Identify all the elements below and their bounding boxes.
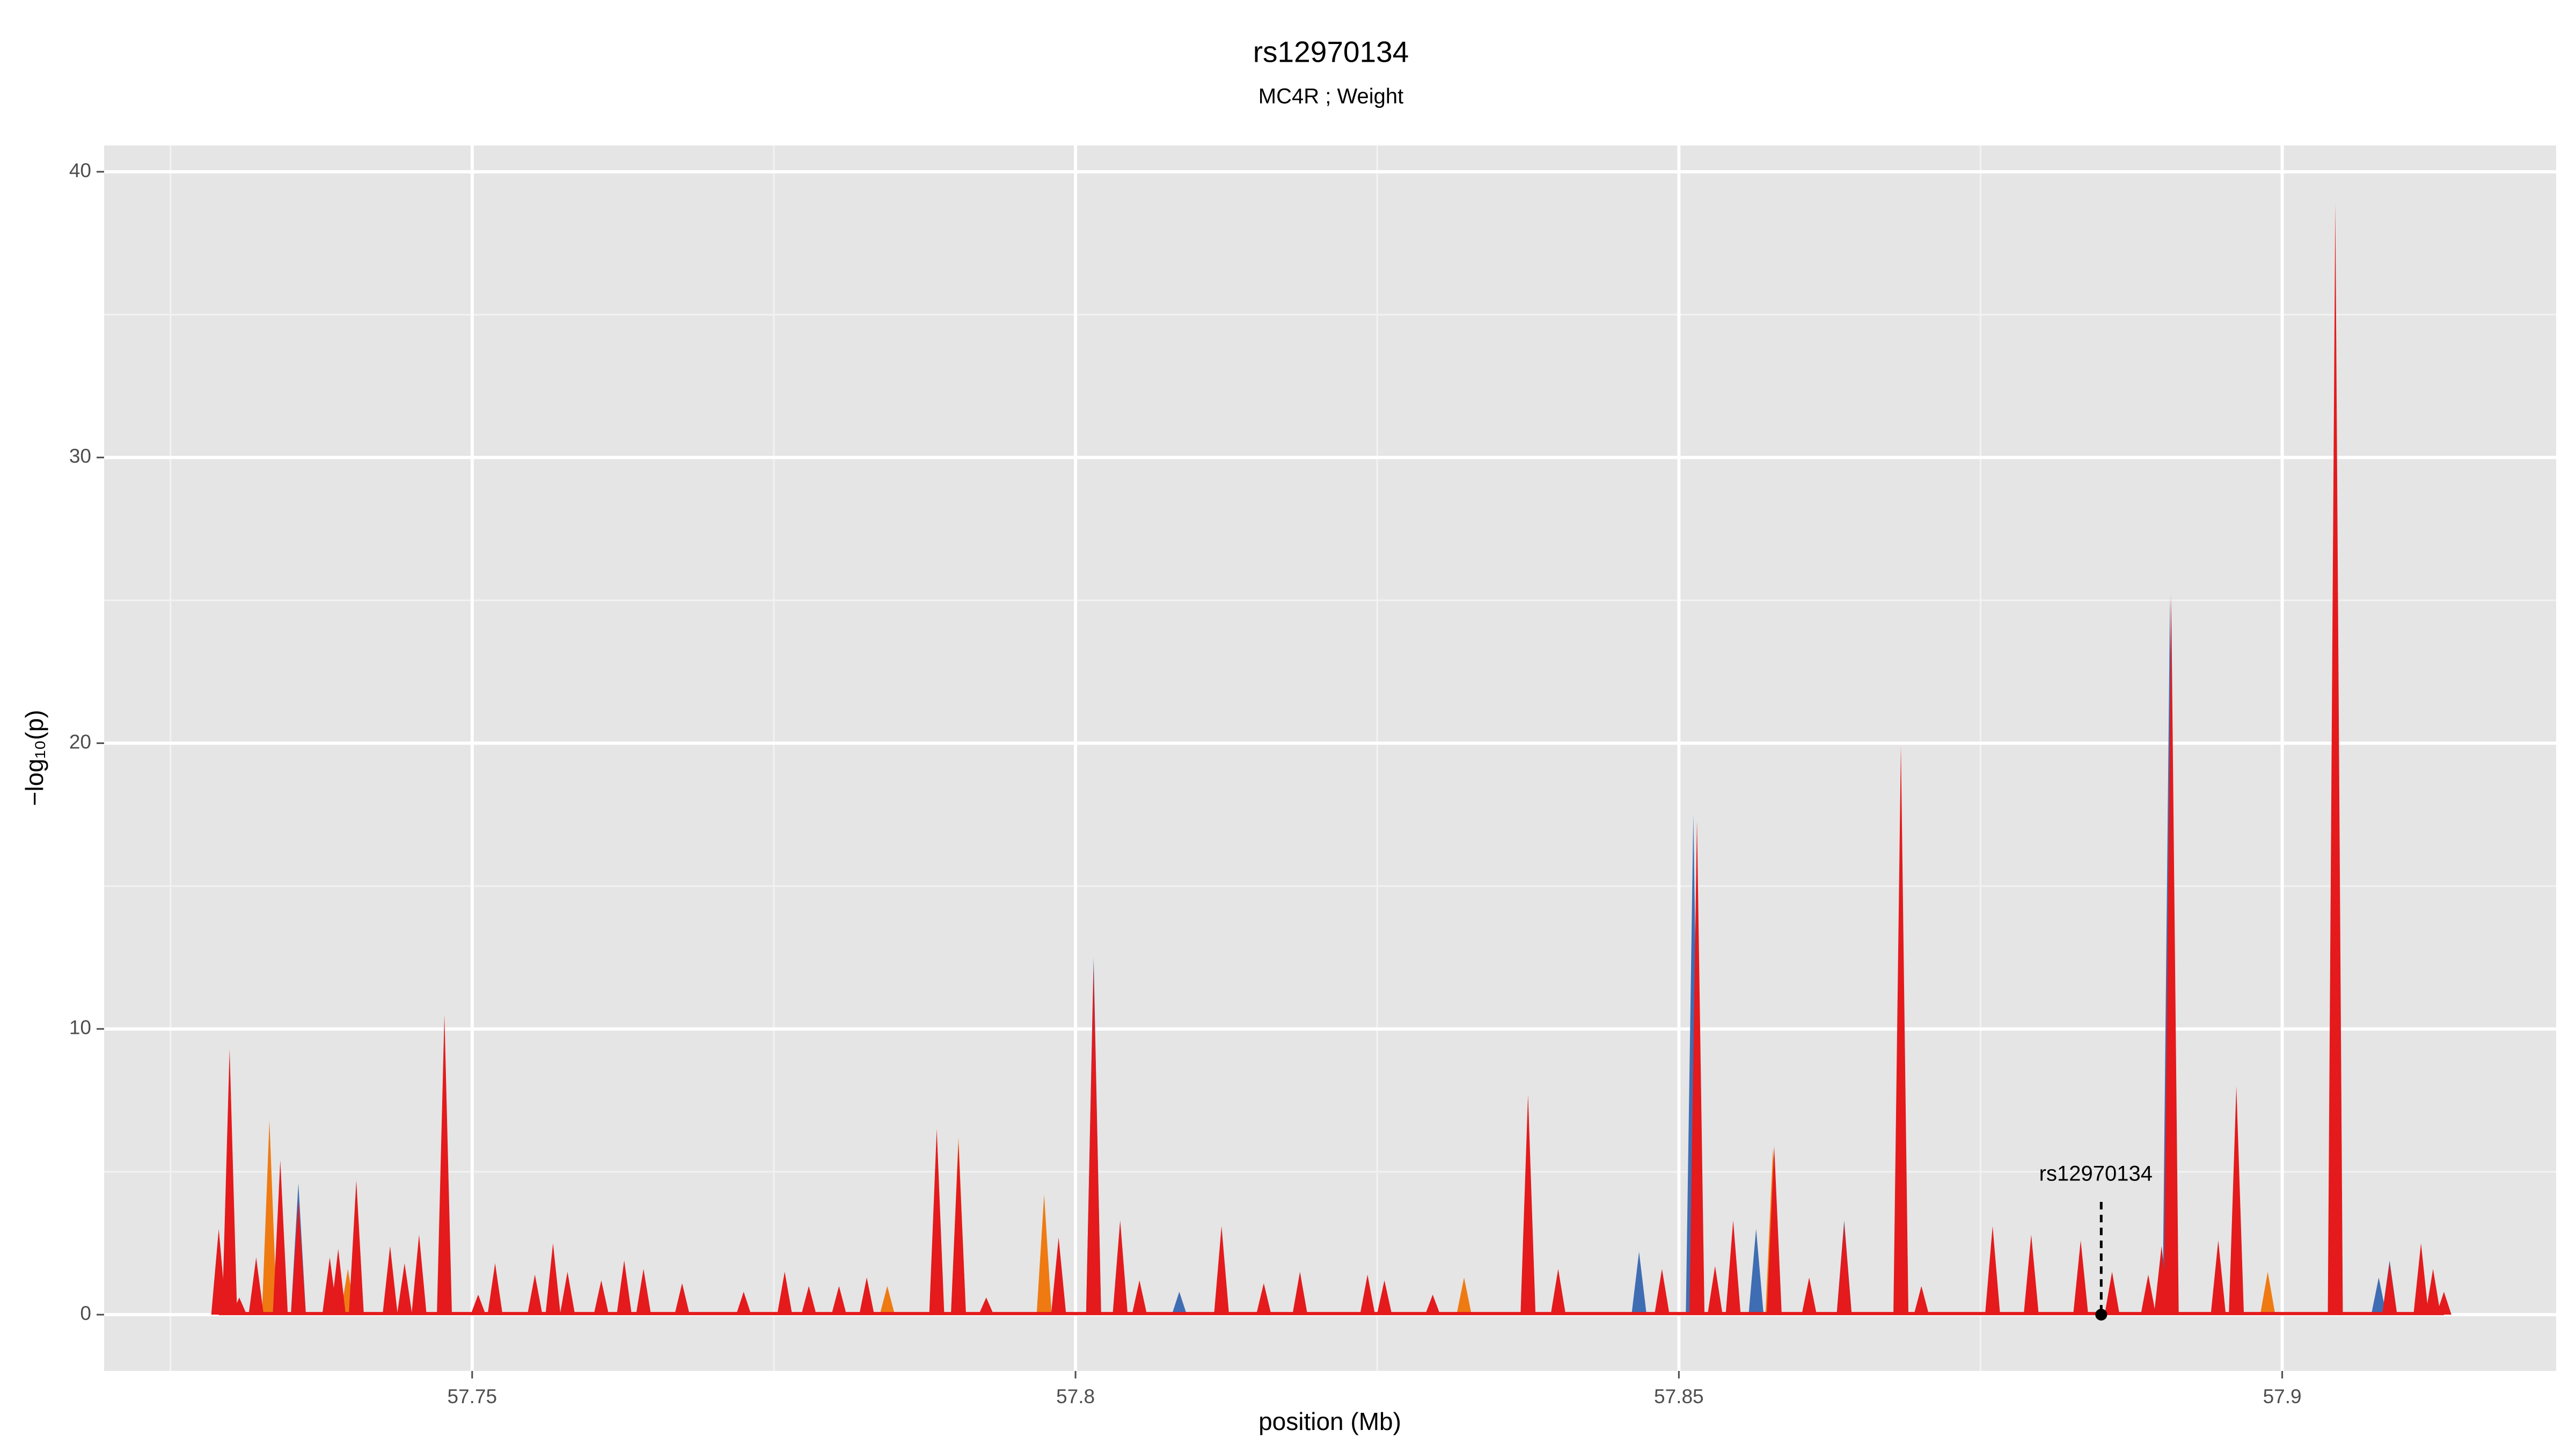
area-spike — [2436, 1292, 2451, 1315]
area-spike — [777, 1272, 793, 1315]
area-spike — [231, 1297, 247, 1315]
area-spike — [978, 1297, 994, 1315]
area-spike — [2382, 1263, 2397, 1315]
area-spike — [1377, 1280, 1392, 1315]
area-spike — [950, 1143, 966, 1315]
area-spike — [1707, 1266, 1723, 1315]
area-spike — [222, 1049, 237, 1315]
chart-subtitle: MC4R ; Weight — [1258, 85, 1403, 108]
area-spike — [859, 1277, 875, 1315]
area-spike — [2371, 1277, 2387, 1315]
area-spike — [831, 1286, 847, 1315]
area-spike — [211, 1229, 226, 1315]
area-spike — [2104, 1272, 2120, 1315]
area-spike — [1766, 1146, 1782, 1315]
x-tick-label: 57.75 — [448, 1385, 497, 1407]
area-spike — [1256, 1283, 1271, 1315]
area-spike — [1550, 1268, 1566, 1315]
area-spike — [617, 1260, 632, 1315]
area-spike — [248, 1257, 264, 1315]
area-spike — [1113, 1220, 1128, 1315]
area-spike — [397, 1263, 412, 1315]
area-spike — [1893, 746, 1909, 1315]
area-spike — [545, 1243, 561, 1315]
area-spike — [2073, 1240, 2089, 1315]
area-spike — [2260, 1272, 2275, 1315]
y-tick-label: 20 — [69, 731, 91, 753]
area-spike — [1132, 1280, 1147, 1315]
area-spike — [2140, 1274, 2156, 1315]
area-spike — [1360, 1274, 1375, 1315]
area-spike — [471, 1294, 486, 1315]
area-spike — [273, 1160, 288, 1315]
area-spike — [736, 1292, 751, 1315]
area-spike — [1985, 1226, 2000, 1315]
area-spike — [1051, 1237, 1066, 1315]
plot-panel — [104, 145, 2556, 1371]
area-spike — [262, 1120, 277, 1315]
area-spike — [527, 1274, 543, 1315]
area-spike — [636, 1268, 652, 1315]
area-spike — [560, 1272, 575, 1315]
area-spike — [1425, 1294, 1440, 1315]
area-spike — [594, 1280, 609, 1315]
y-tick-label: 30 — [69, 445, 91, 467]
area-spike — [1457, 1277, 1472, 1315]
x-tick-label: 57.9 — [2263, 1385, 2302, 1407]
area-spike — [1292, 1272, 1308, 1315]
area-baseline — [218, 1312, 2444, 1316]
area-spike — [1520, 1095, 1536, 1315]
x-axis-title: position (Mb) — [1258, 1407, 1401, 1435]
area-spike — [2211, 1240, 2226, 1315]
area-spike — [382, 1246, 398, 1315]
area-spike — [1689, 820, 1705, 1315]
area-spike — [1654, 1268, 1670, 1315]
area-spike — [437, 1015, 452, 1315]
y-tick-label: 10 — [69, 1017, 91, 1039]
annotation-point — [2095, 1309, 2107, 1321]
y-tick-label: 40 — [69, 159, 91, 181]
area-spike — [1836, 1223, 1852, 1315]
area-spike — [1802, 1277, 1817, 1315]
area-spike — [801, 1286, 817, 1315]
area-spike — [2163, 594, 2179, 1315]
area-spike — [1748, 1229, 1764, 1315]
x-tick-label: 57.85 — [1654, 1385, 1704, 1407]
area-spike — [1172, 1292, 1187, 1315]
area-spike — [411, 1235, 427, 1315]
area-spike — [2425, 1268, 2441, 1315]
area-spike — [348, 1180, 364, 1315]
area-spike — [2229, 1086, 2244, 1315]
area-spike — [675, 1283, 690, 1315]
area-spike — [2023, 1235, 2039, 1315]
area-spike — [1631, 1252, 1647, 1315]
area-spike — [1914, 1286, 1929, 1315]
y-tick-label: 0 — [80, 1302, 91, 1324]
area-spike — [2328, 203, 2343, 1315]
area-spike — [487, 1263, 503, 1315]
area-spike — [1214, 1226, 1230, 1315]
area-spike — [1086, 966, 1101, 1315]
area-spike — [929, 1129, 945, 1315]
area-spike — [331, 1249, 346, 1315]
chart-title: rs12970134 — [1253, 35, 1409, 69]
area-spike — [1725, 1220, 1741, 1315]
area-spike — [880, 1286, 895, 1315]
annotation-label: rs12970134 — [2039, 1162, 2153, 1186]
x-tick-label: 57.8 — [1056, 1385, 1095, 1407]
area-spike — [1036, 1194, 1052, 1315]
y-axis-title: −log₁₀(p) — [20, 710, 48, 806]
area-spike — [291, 1200, 306, 1315]
area-spike — [2413, 1243, 2429, 1315]
